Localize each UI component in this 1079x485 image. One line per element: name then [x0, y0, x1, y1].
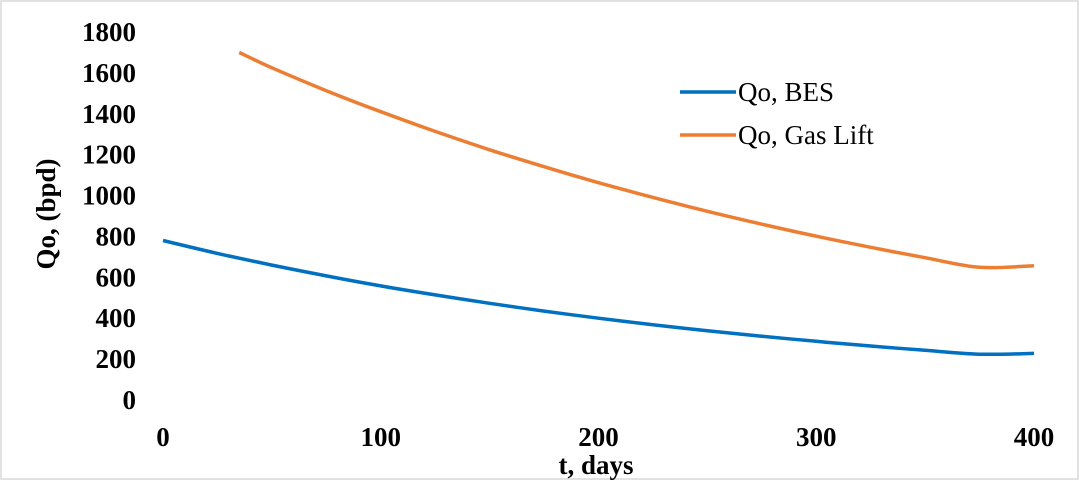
x-tick-label: 400 — [1014, 422, 1055, 452]
legend-label-gas-lift: Qo, Gas Lift — [738, 120, 874, 150]
y-tick-label: 600 — [96, 262, 137, 292]
y-tick-label: 800 — [96, 221, 137, 251]
y-tick-label: 1800 — [82, 17, 136, 47]
y-tick-label: 200 — [96, 344, 137, 374]
y-tick-label: 1600 — [82, 58, 136, 88]
legend-label-bes: Qo, BES — [738, 77, 834, 107]
y-tick-label: 400 — [96, 303, 137, 333]
y-tick-label: 1200 — [82, 140, 136, 170]
legend: Qo, BES Qo, Gas Lift — [680, 77, 874, 150]
x-tick-label: 0 — [156, 422, 170, 452]
x-tick-label: 200 — [578, 422, 619, 452]
y-axis-label: Qo, (bpd) — [31, 158, 61, 269]
series-lines — [162, 50, 1035, 357]
x-tick-label: 100 — [361, 422, 402, 452]
series-line-gas-lift — [238, 50, 1035, 270]
x-tick-label: 300 — [796, 422, 837, 452]
y-tick-label: 1000 — [82, 181, 136, 211]
y-tick-label: 1400 — [82, 99, 136, 129]
y-tick-label: 0 — [123, 385, 137, 415]
x-axis-label: t, days — [558, 450, 633, 480]
x-axis-ticks: 0 100 200 300 400 — [156, 422, 1054, 452]
y-axis-ticks: 0 200 400 600 800 1000 1200 1400 1600 1800 — [82, 17, 136, 415]
series-line-bes — [162, 238, 1035, 357]
